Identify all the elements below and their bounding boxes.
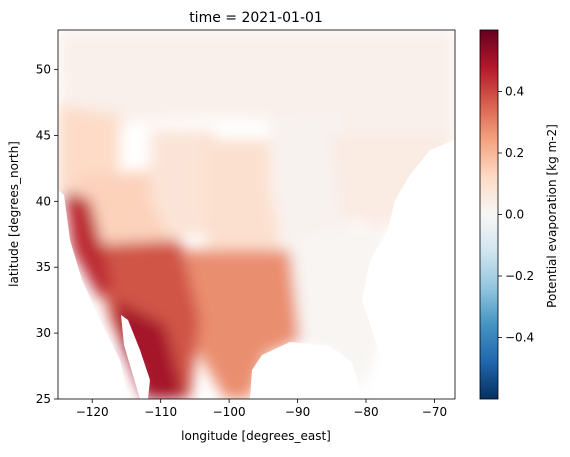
colorbar: −0.4 −0.2 0.0 0.2 0.4 Potential evaporation … bbox=[479, 29, 559, 400]
ocean-mask-atlantic bbox=[362, 140, 455, 399]
plot-area bbox=[58, 30, 455, 399]
ocean-mask-pacific bbox=[58, 190, 128, 399]
colorbar-ticks: −0.4 −0.2 0.0 0.2 0.4 bbox=[498, 85, 534, 345]
y-tick-label: 25 bbox=[36, 392, 51, 406]
gulf-of-california-mask bbox=[121, 315, 150, 399]
x-axis-label: longitude [degrees_east] bbox=[181, 429, 331, 443]
y-tick-label: 40 bbox=[36, 194, 51, 208]
y-tick-label: 35 bbox=[36, 260, 51, 274]
colorbar-tick-label: −0.4 bbox=[505, 331, 534, 345]
y-tick-label: 45 bbox=[36, 128, 51, 142]
x-tick-label: −90 bbox=[285, 405, 310, 419]
colorbar-gradient bbox=[479, 29, 499, 400]
y-tick-label: 50 bbox=[36, 63, 51, 77]
heatmap-region bbox=[275, 225, 385, 392]
plot-frame bbox=[57, 29, 456, 400]
y-tick-label: 30 bbox=[36, 326, 51, 340]
colorbar-tick-label: 0.0 bbox=[505, 208, 524, 222]
chart-title: time = 2021-01-01 bbox=[189, 10, 323, 26]
x-tick-label: −70 bbox=[422, 405, 447, 419]
colorbar-tick-label: 0.2 bbox=[505, 146, 524, 160]
x-tick-label: −100 bbox=[213, 405, 246, 419]
heatmap-region bbox=[64, 190, 112, 300]
ocean-mask-gulf bbox=[250, 342, 360, 399]
colorbar-tick-label: 0.4 bbox=[505, 85, 524, 99]
colorbar-tick-label: −0.2 bbox=[505, 269, 534, 283]
y-axis-label: latitude [degrees_north] bbox=[7, 141, 21, 287]
colorbar-label: Potential evaporation [kg m-2] bbox=[545, 124, 559, 308]
heatmap-region bbox=[185, 250, 300, 399]
x-axis: −120 −110 −100 −90 −80 −70 bbox=[76, 399, 447, 419]
x-tick-label: −120 bbox=[76, 405, 109, 419]
x-tick-label: −110 bbox=[144, 405, 177, 419]
heatmap-region bbox=[115, 300, 185, 399]
y-axis: 25 30 35 40 45 50 bbox=[36, 63, 58, 406]
x-tick-label: −80 bbox=[353, 405, 378, 419]
heatmap-region bbox=[200, 140, 280, 275]
